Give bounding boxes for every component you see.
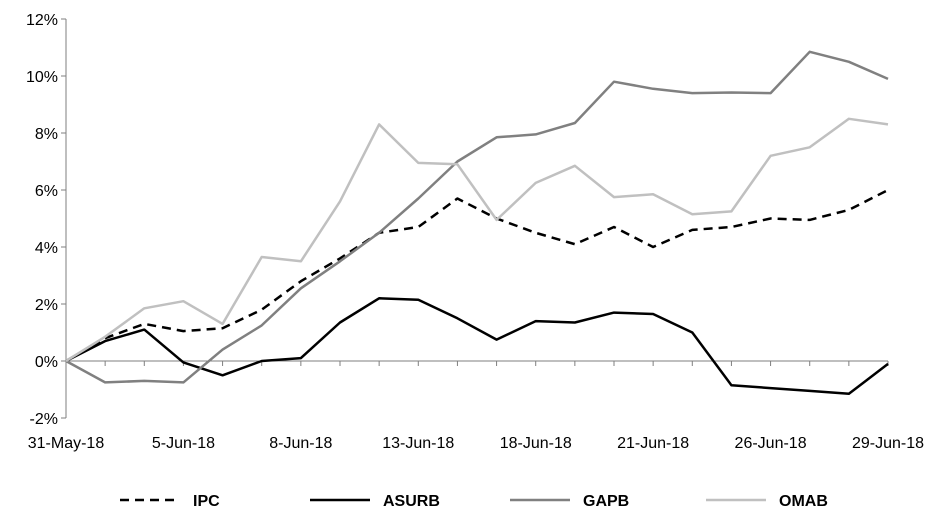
- x-tick-label: 8-Jun-18: [269, 435, 332, 452]
- x-tick-label: 31-May-18: [28, 435, 105, 452]
- legend-item-gapb: GAPB: [510, 493, 629, 510]
- y-axis-ticks: -2% 0% 2% 4% 6% 8% 10% 12%: [26, 12, 66, 428]
- series-line-gapb: [65, 50, 889, 384]
- legend-label: OMAB: [779, 493, 828, 510]
- axes: [65, 19, 888, 418]
- y-tick-label: 8%: [35, 126, 58, 143]
- x-tick-label: 26-Jun-18: [735, 435, 807, 452]
- x-axis-ticks: 31-May-18 5-Jun-18 8-Jun-18 13-Jun-18 18-Jun…: [28, 361, 924, 452]
- legend-item-omab: OMAB: [706, 493, 828, 510]
- legend-item-ipc: IPC: [120, 493, 220, 510]
- y-tick-label: 2%: [35, 297, 58, 314]
- legend-item-asurb: ASURB: [310, 493, 440, 510]
- x-tick-label: 18-Jun-18: [500, 435, 572, 452]
- series-line-ipc: [65, 188, 889, 363]
- x-tick-label: 5-Jun-18: [152, 435, 215, 452]
- y-tick-label: 12%: [26, 12, 58, 29]
- y-tick-label: 6%: [35, 183, 58, 200]
- x-tick-label: 21-Jun-18: [617, 435, 689, 452]
- y-tick-label: -2%: [30, 411, 58, 428]
- legend-label: ASURB: [383, 493, 440, 510]
- series-line-asurb: [65, 297, 889, 396]
- y-tick-label: 0%: [35, 354, 58, 371]
- series-line-omab: [65, 117, 889, 363]
- x-tick-label: 29-Jun-18: [852, 435, 924, 452]
- y-tick-label: 4%: [35, 240, 58, 257]
- x-tick-label: 13-Jun-18: [382, 435, 454, 452]
- legend-label: IPC: [193, 493, 220, 510]
- y-tick-label: 10%: [26, 69, 58, 86]
- series-lines: [65, 50, 889, 396]
- legend: IPC ASURB GAPB OMAB: [120, 493, 828, 510]
- legend-label: GAPB: [583, 493, 629, 510]
